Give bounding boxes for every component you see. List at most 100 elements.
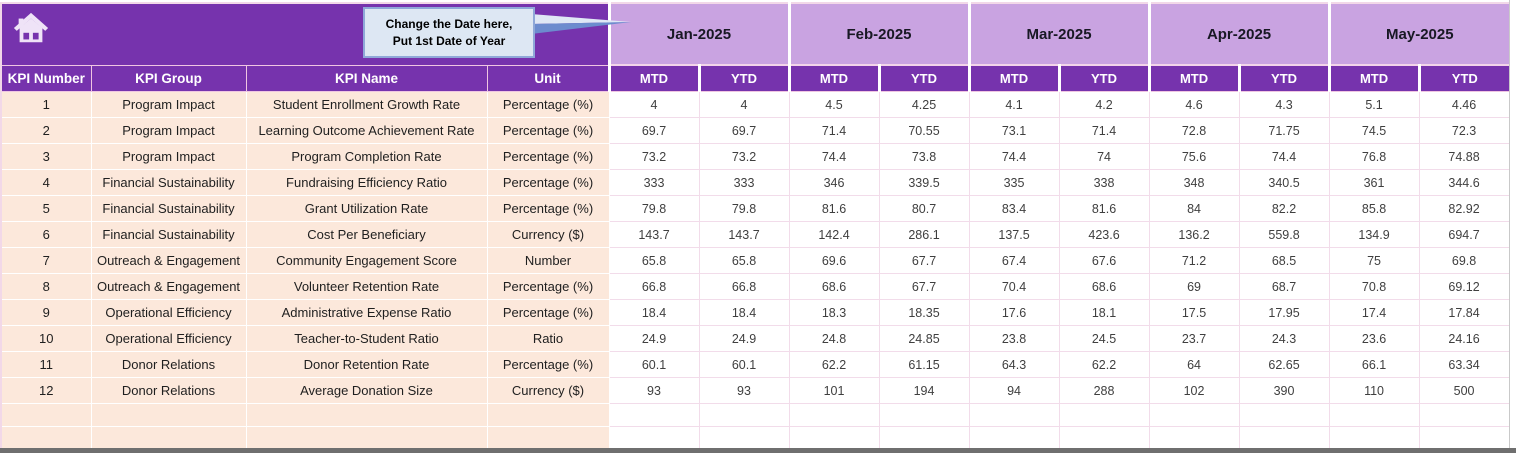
- value-cell-mtd[interactable]: 361: [1328, 169, 1420, 196]
- value-cell-mtd[interactable]: 68.6: [788, 273, 880, 300]
- value-cell-mtd[interactable]: 73.2: [608, 143, 700, 170]
- value-cell-ytd[interactable]: 69.8: [1418, 247, 1510, 274]
- value-cell-mtd[interactable]: 81.6: [788, 195, 880, 222]
- kpi-number-cell[interactable]: 9: [0, 299, 92, 326]
- value-cell-mtd[interactable]: 18.4: [608, 299, 700, 326]
- value-cell-ytd[interactable]: 72.3: [1418, 117, 1510, 144]
- value-cell-mtd[interactable]: 69.7: [608, 117, 700, 144]
- value-cell-mtd[interactable]: 64: [1148, 351, 1240, 378]
- value-cell-mtd[interactable]: 65.8: [608, 247, 700, 274]
- empty-value-cell[interactable]: [1328, 403, 1420, 427]
- value-cell-mtd[interactable]: 75.6: [1148, 143, 1240, 170]
- value-cell-mtd[interactable]: 79.8: [608, 195, 700, 222]
- value-cell-ytd[interactable]: 73.8: [878, 143, 970, 170]
- value-cell-mtd[interactable]: 4.1: [968, 91, 1060, 118]
- kpi-number-cell[interactable]: 4: [0, 169, 92, 196]
- kpi-name-cell[interactable]: Administrative Expense Ratio: [245, 299, 488, 326]
- value-cell-ytd[interactable]: 61.15: [878, 351, 970, 378]
- empty-left-cell[interactable]: [245, 426, 488, 450]
- value-cell-ytd[interactable]: 4: [698, 91, 790, 118]
- month-header-cell-4[interactable]: Apr-2025: [1147, 3, 1330, 66]
- value-cell-mtd[interactable]: 71.4: [788, 117, 880, 144]
- value-cell-mtd[interactable]: 71.2: [1148, 247, 1240, 274]
- value-cell-ytd[interactable]: 66.8: [698, 273, 790, 300]
- value-cell-mtd[interactable]: 346: [788, 169, 880, 196]
- unit-cell[interactable]: Percentage (%): [486, 273, 610, 300]
- kpi-number-cell[interactable]: 1: [0, 91, 92, 118]
- value-cell-ytd[interactable]: 69.12: [1418, 273, 1510, 300]
- month-header-cell-5[interactable]: May-2025: [1327, 3, 1510, 66]
- kpi-number-cell[interactable]: 5: [0, 195, 92, 222]
- value-cell-ytd[interactable]: 81.6: [1058, 195, 1150, 222]
- empty-value-cell[interactable]: [1418, 403, 1510, 427]
- value-cell-mtd[interactable]: 134.9: [1328, 221, 1420, 248]
- mtd-header-cell-month-1[interactable]: MTD: [607, 65, 699, 92]
- value-cell-mtd[interactable]: 60.1: [608, 351, 700, 378]
- value-cell-ytd[interactable]: 694.7: [1418, 221, 1510, 248]
- kpi-name-cell[interactable]: Cost Per Beneficiary: [245, 221, 488, 248]
- value-cell-mtd[interactable]: 74.4: [788, 143, 880, 170]
- kpi-group-cell[interactable]: Outreach & Engagement: [90, 273, 247, 300]
- value-cell-mtd[interactable]: 94: [968, 377, 1060, 404]
- value-cell-ytd[interactable]: 338: [1058, 169, 1150, 196]
- empty-left-cell[interactable]: [245, 403, 488, 427]
- kpi-number-cell[interactable]: 12: [0, 377, 92, 404]
- value-cell-ytd[interactable]: 63.34: [1418, 351, 1510, 378]
- value-cell-ytd[interactable]: 17.95: [1238, 299, 1330, 326]
- unit-cell[interactable]: Percentage (%): [486, 117, 610, 144]
- kpi-name-cell[interactable]: Program Completion Rate: [245, 143, 488, 170]
- kpi-group-cell[interactable]: Donor Relations: [90, 351, 247, 378]
- unit-cell[interactable]: Percentage (%): [486, 299, 610, 326]
- mtd-header-cell-month-4[interactable]: MTD: [1147, 65, 1240, 92]
- value-cell-mtd[interactable]: 17.4: [1328, 299, 1420, 326]
- value-cell-ytd[interactable]: 18.35: [878, 299, 970, 326]
- value-cell-ytd[interactable]: 344.6: [1418, 169, 1510, 196]
- empty-value-cell[interactable]: [1238, 403, 1330, 427]
- date-callout[interactable]: Change the Date here, Put 1st Date of Ye…: [363, 7, 535, 58]
- kpi-name-cell[interactable]: Average Donation Size: [245, 377, 488, 404]
- value-cell-mtd[interactable]: 75: [1328, 247, 1420, 274]
- empty-value-cell[interactable]: [788, 403, 880, 427]
- value-cell-ytd[interactable]: 24.9: [698, 325, 790, 352]
- empty-value-cell[interactable]: [698, 403, 790, 427]
- unit-cell[interactable]: Percentage (%): [486, 195, 610, 222]
- kpi-number-cell[interactable]: 10: [0, 325, 92, 352]
- value-cell-ytd[interactable]: 390: [1238, 377, 1330, 404]
- value-cell-mtd[interactable]: 72.8: [1148, 117, 1240, 144]
- value-cell-mtd[interactable]: 66.1: [1328, 351, 1420, 378]
- mtd-header-cell-month-3[interactable]: MTD: [967, 65, 1060, 92]
- kpi-name-cell[interactable]: Volunteer Retention Rate: [245, 273, 488, 300]
- value-cell-ytd[interactable]: 62.2: [1058, 351, 1150, 378]
- value-cell-mtd[interactable]: 93: [608, 377, 700, 404]
- kpi-name-cell[interactable]: Donor Retention Rate: [245, 351, 488, 378]
- value-cell-mtd[interactable]: 23.6: [1328, 325, 1420, 352]
- kpi-group-cell[interactable]: Program Impact: [90, 143, 247, 170]
- ytd-header-cell-month-5[interactable]: YTD: [1417, 65, 1510, 92]
- value-cell-ytd[interactable]: 74: [1058, 143, 1150, 170]
- value-cell-mtd[interactable]: 137.5: [968, 221, 1060, 248]
- value-cell-ytd[interactable]: 4.2: [1058, 91, 1150, 118]
- mtd-header-cell-month-2[interactable]: MTD: [787, 65, 879, 92]
- value-cell-mtd[interactable]: 17.6: [968, 299, 1060, 326]
- value-cell-ytd[interactable]: 67.7: [878, 247, 970, 274]
- empty-value-cell[interactable]: [1148, 426, 1240, 450]
- ytd-header-cell-month-3[interactable]: YTD: [1057, 65, 1150, 92]
- empty-left-cell[interactable]: [0, 426, 92, 450]
- month-header-cell-1[interactable]: Jan-2025: [607, 3, 789, 66]
- value-cell-mtd[interactable]: 335: [968, 169, 1060, 196]
- value-cell-mtd[interactable]: 348: [1148, 169, 1240, 196]
- empty-value-cell[interactable]: [608, 426, 700, 450]
- value-cell-mtd[interactable]: 62.2: [788, 351, 880, 378]
- kpi-name-cell[interactable]: Teacher-to-Student Ratio: [245, 325, 488, 352]
- empty-value-cell[interactable]: [698, 426, 790, 450]
- value-cell-ytd[interactable]: 559.8: [1238, 221, 1330, 248]
- value-cell-mtd[interactable]: 73.1: [968, 117, 1060, 144]
- value-cell-ytd[interactable]: 4.25: [878, 91, 970, 118]
- kpi-group-cell[interactable]: Financial Sustainability: [90, 221, 247, 248]
- empty-value-cell[interactable]: [1058, 426, 1150, 450]
- value-cell-ytd[interactable]: 71.4: [1058, 117, 1150, 144]
- kpi-name-cell[interactable]: Fundraising Efficiency Ratio: [245, 169, 488, 196]
- column-header-unit[interactable]: Unit: [486, 64, 610, 92]
- value-cell-mtd[interactable]: 83.4: [968, 195, 1060, 222]
- unit-cell[interactable]: Ratio: [486, 325, 610, 352]
